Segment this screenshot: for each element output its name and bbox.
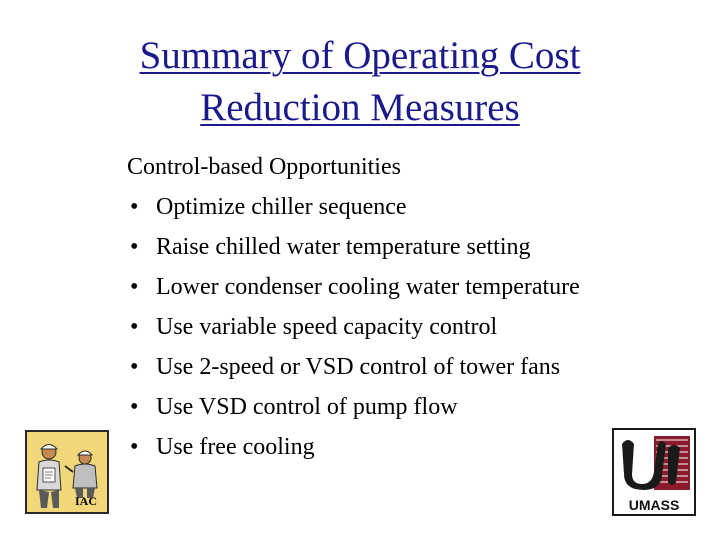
bullet-item: • Lower condenser cooling water temperat… [127,267,687,307]
umass-emblem-icon [614,430,694,496]
bullet-text: Use 2-speed or VSD control of tower fans [156,354,561,380]
bullet-dot: • [130,234,139,260]
bullet-text: Use VSD control of pump flow [156,394,458,420]
bullet-dot: • [130,394,139,420]
section-heading: Control-based Opportunities [127,154,401,180]
bullet-dot: • [130,274,139,300]
bullet-item: • Use variable speed capacity control [127,307,687,347]
bullet-item: • Use free cooling [127,427,687,467]
bullet-dot: • [130,194,139,220]
bullet-text: Use variable speed capacity control [156,314,498,340]
bullet-dot: • [130,354,139,380]
iac-logo: IAC [25,430,109,514]
umass-logo: UMASS [612,428,696,516]
bullet-text: Raise chilled water temperature setting [156,234,531,260]
bullet-item: • Raise chilled water temperature settin… [127,227,687,267]
bullet-dot: • [130,434,139,460]
iac-workers-icon [36,444,98,508]
bullet-item: • Use 2-speed or VSD control of tower fa… [127,347,687,387]
bullet-item: • Optimize chiller sequence [127,187,687,227]
umass-label: UMASS [628,497,680,513]
bullet-item: • Use VSD control of pump flow [127,387,687,427]
slide-body: Control-based Opportunities • Optimize c… [127,148,687,467]
bullet-text: Optimize chiller sequence [156,194,407,220]
bullet-dot: • [130,314,139,340]
title-line-1: Summary of Operating Cost [139,34,581,77]
slide-title: Summary of Operating Cost Reduction Meas… [60,30,660,134]
title-line-2: Reduction Measures [200,86,520,129]
iac-label: IAC [75,494,98,508]
bullet-list: • Optimize chiller sequence • Raise chil… [127,187,687,467]
bullet-text: Lower condenser cooling water temperatur… [156,274,580,300]
bullet-text: Use free cooling [156,434,315,460]
